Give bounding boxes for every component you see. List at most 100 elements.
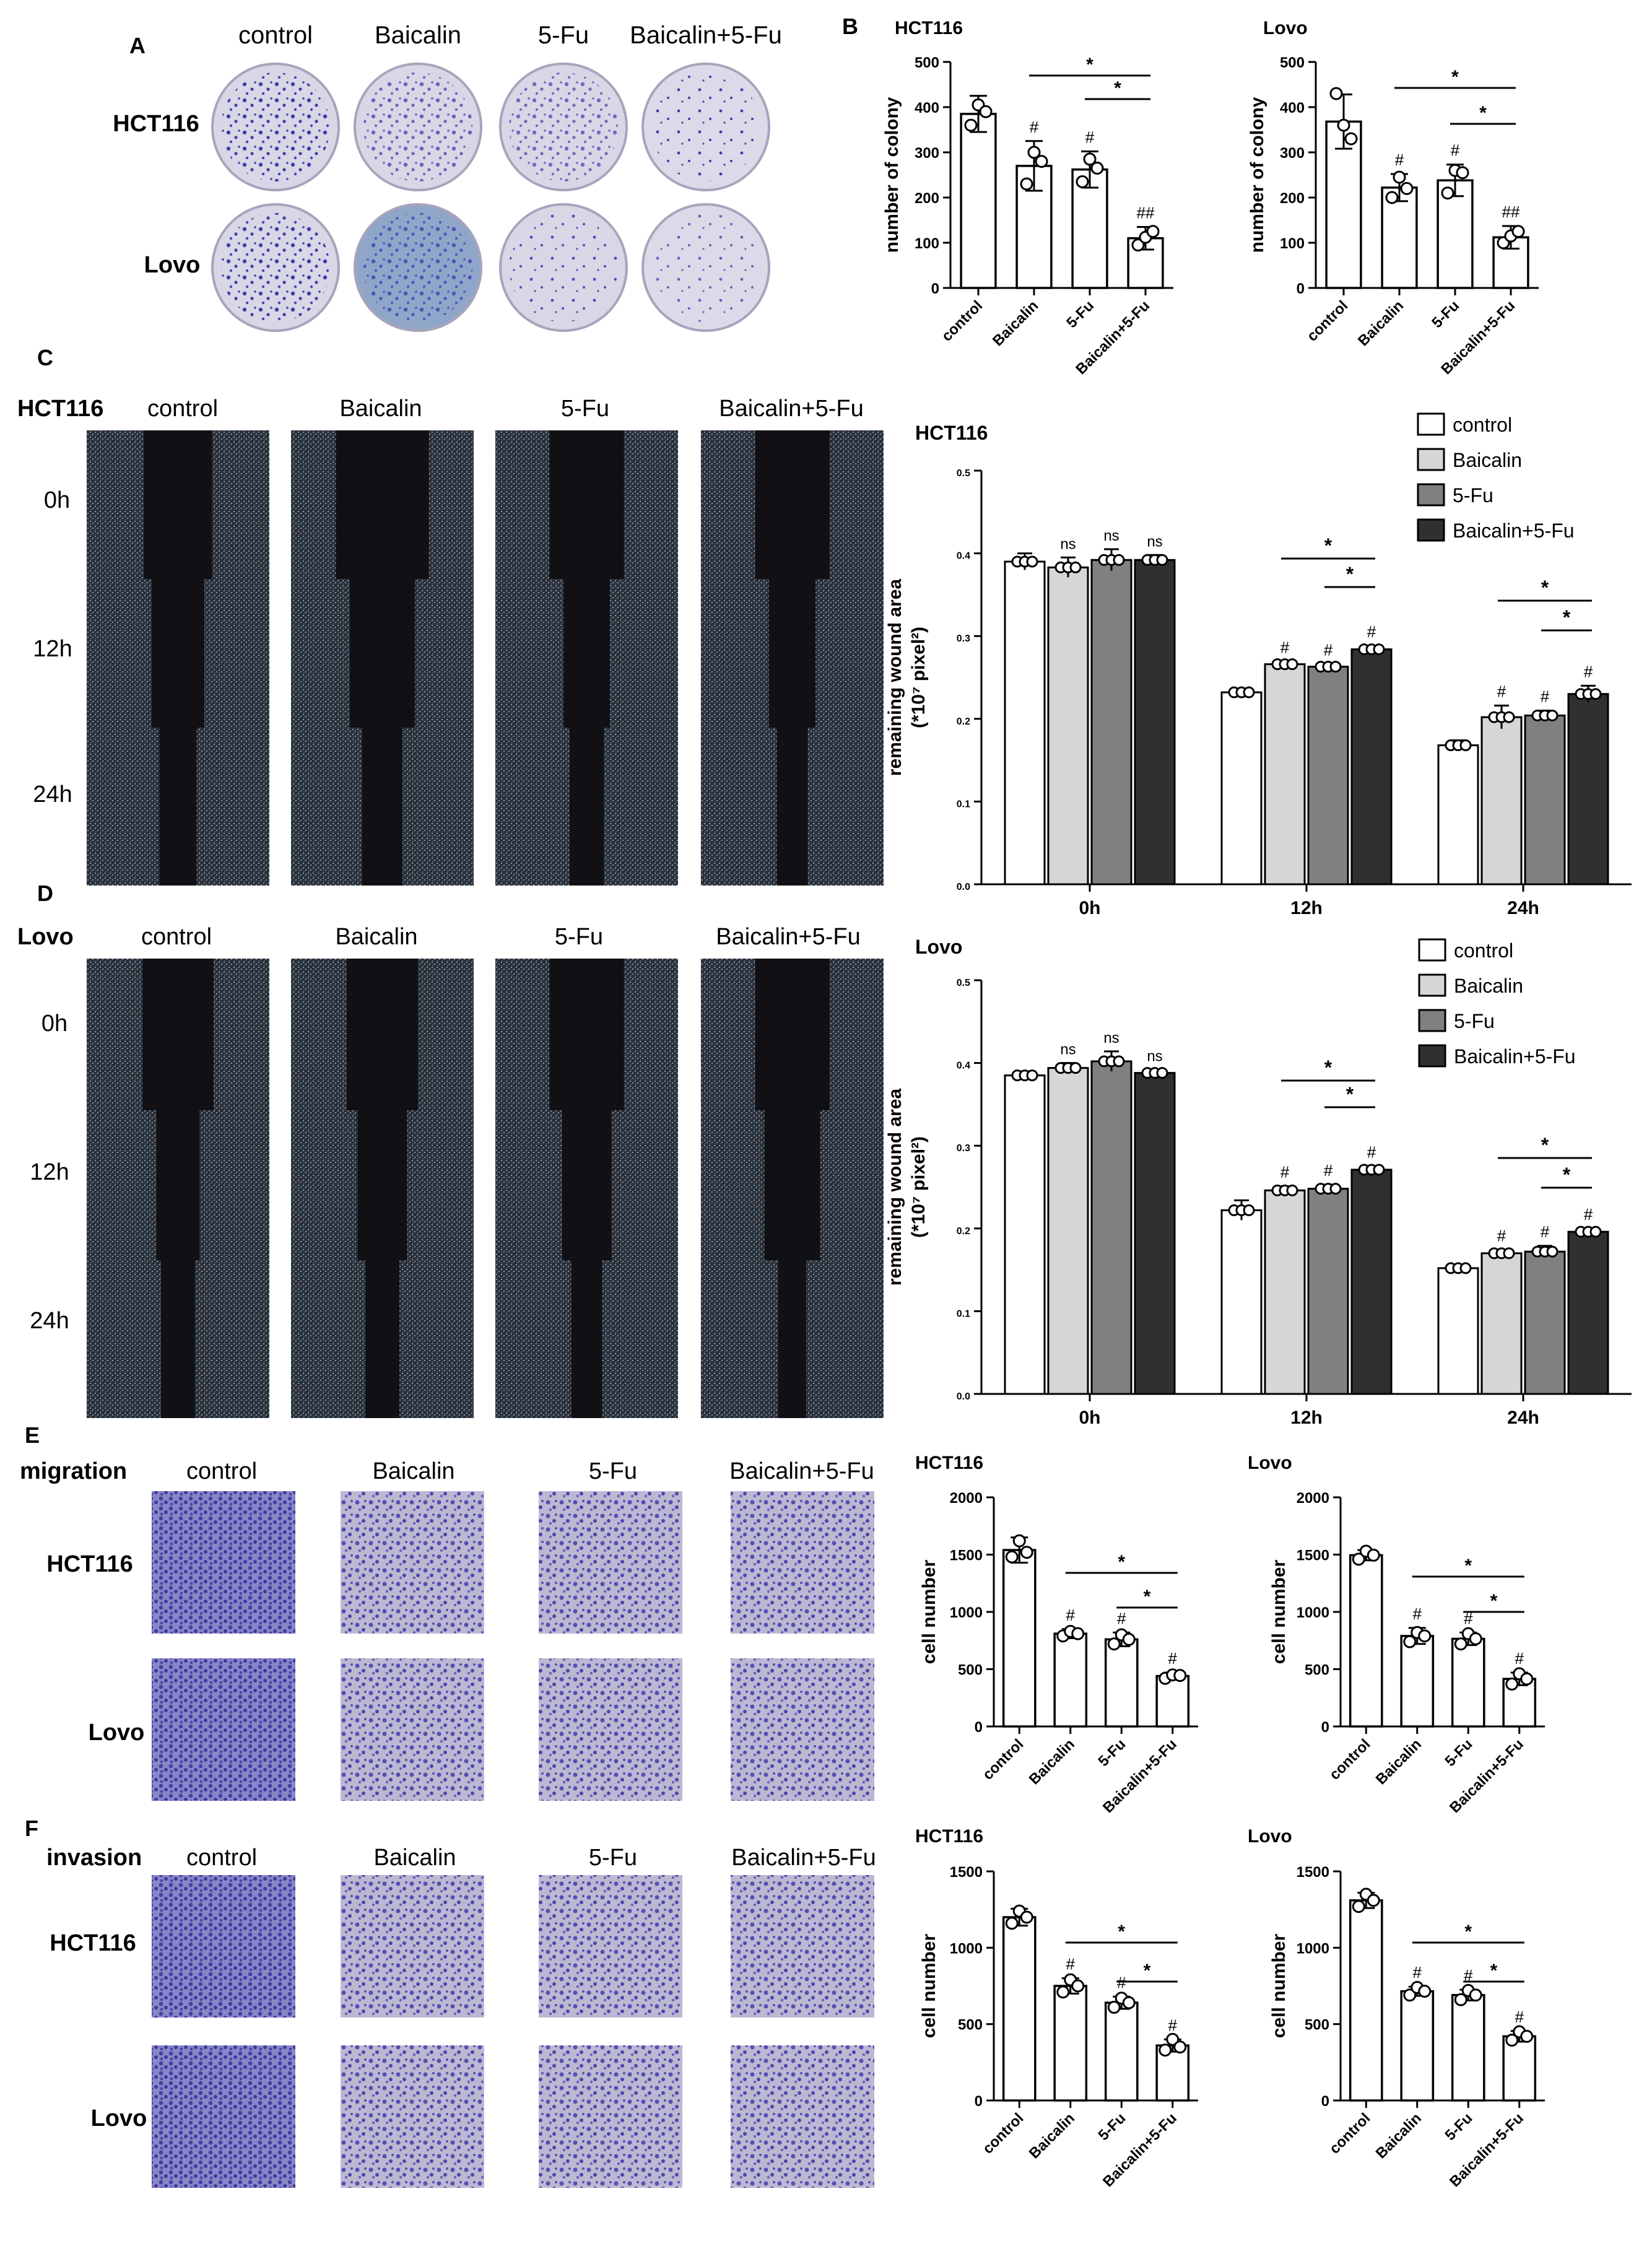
significance-mark: #	[1497, 1227, 1506, 1245]
wound-lovo-scratch	[549, 959, 624, 1116]
y-tick-label: 1500	[1297, 1547, 1329, 1564]
significance-mark: ns	[1060, 1042, 1076, 1058]
data-point	[1403, 1635, 1417, 1648]
bar	[1264, 663, 1306, 886]
row-label-hct116: HCT116	[113, 111, 199, 137]
significance-label: *	[1490, 1961, 1498, 1981]
panel-e-col-combo: Baicalin+5-Fu	[729, 1458, 874, 1484]
data-point	[1469, 1988, 1482, 2002]
data-point	[1344, 132, 1358, 146]
data-point	[1454, 1637, 1467, 1651]
migration-image-r1-c0	[152, 1658, 295, 1801]
y-tick-label: 200	[915, 190, 939, 207]
panel-a: control Baicalin 5-Fu Baicalin+5-Fu HCT1…	[113, 22, 782, 332]
bar	[1437, 1267, 1479, 1395]
invasion-image-r1-c3	[731, 2045, 874, 2188]
legend: control Baicalin 5-Fu Baicalin+5-Fu	[1417, 412, 1575, 542]
data-point	[1329, 87, 1343, 100]
significance-mark: #	[1584, 1205, 1593, 1224]
y-tick-label: 0	[1297, 281, 1305, 297]
data-point	[1156, 1067, 1168, 1079]
x-tick-label: control	[980, 1736, 1027, 1783]
y-tick-label: 0.2	[957, 716, 970, 727]
data-point	[1026, 1069, 1038, 1082]
y-tick-label: 0.1	[957, 799, 970, 809]
data-point	[1069, 561, 1082, 573]
panel-c-col-control: control	[147, 396, 218, 422]
x-tick-label: 5-Fu	[1428, 297, 1463, 331]
significance-label: *	[1346, 563, 1354, 585]
panel-c-col-5fu: 5-Fu	[561, 396, 609, 422]
y-tick-label: 500	[1280, 54, 1305, 71]
data-point	[1373, 643, 1385, 656]
y-tick-label: 1000	[950, 1940, 983, 1957]
significance-label: *	[1144, 1961, 1151, 1981]
y-tick-label: 0.5	[957, 468, 970, 479]
data-point	[1027, 146, 1041, 159]
wound-hct116-scratch	[336, 430, 429, 588]
wound-lovo-scratch	[764, 1110, 820, 1268]
panel-c-row-0h: 0h	[44, 487, 70, 513]
y-tick-label: 400	[915, 100, 939, 116]
significance-label: *	[1464, 1556, 1472, 1576]
panel-d-images: Lovo control Baicalin 5-Fu Baicalin+5-Fu…	[17, 924, 884, 1418]
panel-f-col-control: control	[186, 1845, 257, 1871]
y-tick-label: 0.4	[957, 551, 970, 562]
data-point	[1069, 1062, 1082, 1074]
legend-label: Baicalin	[1453, 449, 1522, 471]
legend-swatch	[1418, 1044, 1446, 1068]
data-point	[1352, 1552, 1365, 1566]
panel-letter-c: C	[37, 345, 53, 370]
data-point	[1146, 225, 1160, 238]
y-tick-label: 100	[1280, 235, 1305, 252]
dish-hct116-control	[211, 63, 340, 191]
y-tick-label: 0.3	[957, 1143, 970, 1154]
wound-hct116-r2-c0	[87, 728, 269, 886]
panel-f-images: invasion control Baicalin 5-Fu Baicalin+…	[46, 1845, 876, 2188]
panel-f-col-combo: Baicalin+5-Fu	[731, 1845, 876, 1871]
y-tick-label: 0.5	[957, 978, 970, 988]
x-tick-label: 12h	[1290, 898, 1323, 918]
data-point	[1456, 166, 1469, 180]
significance-label: *	[1118, 1552, 1125, 1572]
significance-mark: #	[1541, 687, 1550, 705]
data-point	[1131, 238, 1145, 252]
panel-letter-a: A	[129, 33, 146, 58]
y-tick-label: 0	[1321, 1719, 1329, 1736]
panel-c-row-12h: 12h	[33, 636, 72, 662]
y-tick-label: 0	[1321, 2093, 1329, 2110]
bar	[1381, 186, 1418, 289]
significance-mark: #	[1497, 682, 1506, 700]
data-point	[1546, 1245, 1559, 1258]
data-point	[1459, 739, 1472, 752]
significance-label: *	[1490, 1591, 1498, 1611]
significance-label: *	[1324, 1056, 1332, 1079]
y-tick-label: 1500	[1297, 1864, 1329, 1881]
significance-label: *	[1086, 54, 1093, 75]
significance-mark: #	[1541, 1222, 1550, 1241]
bar	[1349, 1899, 1383, 2102]
data-point	[1454, 1993, 1467, 2006]
bar	[1307, 666, 1349, 886]
chart-title: Lovo	[915, 936, 962, 958]
dish-lovo-control	[211, 203, 340, 332]
y-tick-label: 0.1	[957, 1308, 970, 1319]
wound-lovo-r1-c3	[701, 1110, 884, 1268]
significance-label: *	[1114, 78, 1121, 98]
panel-d-row-0h: 0h	[41, 1011, 67, 1037]
wound-hct116-scratch	[776, 728, 808, 886]
panel-letter-e: E	[25, 1422, 40, 1448]
panel-d-cell-line: Lovo	[17, 924, 74, 950]
data-point	[1083, 152, 1097, 166]
panel-d-col-control: control	[141, 924, 212, 950]
chart-title: HCT116	[915, 1826, 983, 1847]
significance-mark: #	[1324, 641, 1333, 659]
data-point	[1385, 191, 1399, 204]
data-point	[1286, 658, 1298, 671]
significance-mark: ns	[1103, 1030, 1119, 1047]
y-tick-label: 0.3	[957, 633, 970, 644]
significance-label: *	[1563, 606, 1571, 629]
chart-F1: HCT116 cell number 0 500 1000 1500 control # Bai…	[915, 1826, 1198, 2190]
significance-mark: #	[1168, 2016, 1178, 2034]
data-point	[979, 105, 993, 118]
